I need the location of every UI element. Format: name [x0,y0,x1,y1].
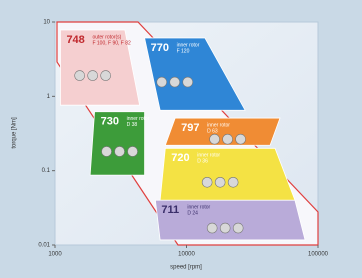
motor-icon [183,77,193,87]
motor-icon [202,177,212,187]
motor-icon [223,134,233,144]
y-tick-label: 1 [47,94,51,100]
motor-icon [233,223,243,233]
series-description: D 38 [127,122,138,128]
motor-icon [210,134,220,144]
series-name: 797 [181,122,199,134]
motor-icon [228,177,238,187]
motor-icon [115,146,125,156]
page: {"chart_data": { "type": "region", "x_la… [0,0,362,278]
motor-icon [88,71,98,81]
series-description: D 63 [207,128,218,134]
motor-icon [215,177,225,187]
y-tick-label: 10 [43,20,50,26]
series-name: 748 [66,34,84,46]
x-tick-label: 100000 [308,252,329,258]
x-tick-label: 10000 [178,252,195,258]
y-axis-label: torque [Nm] [12,117,18,149]
series-description: D 24 [187,211,198,217]
series-description: D 36 [197,159,208,165]
x-axis-label: speed [rpm] [170,265,202,271]
motor-icon [170,77,180,87]
motor-icon [220,223,230,233]
motor-icon [101,71,111,81]
y-tick-label: 0.1 [42,168,51,174]
motor-icon [102,146,112,156]
series-description: F 100, F 90, F 82 [92,40,131,46]
chart: torque [Nm] speed [rpm] 1000 10000 100000 0… [0,0,362,278]
series-name: 711 [161,204,179,216]
motor-icon [157,77,167,87]
motor-icon [207,223,217,233]
y-tick-label: 0.01 [38,243,50,249]
x-tick-label: 1000 [48,252,62,258]
series-name: 770 [151,42,169,54]
series-name: 720 [171,152,189,164]
motor-icon [236,134,246,144]
series-name: 730 [101,116,119,128]
motor-icon [128,146,138,156]
motor-icon [75,71,85,81]
series-description: F 120 [177,48,190,54]
